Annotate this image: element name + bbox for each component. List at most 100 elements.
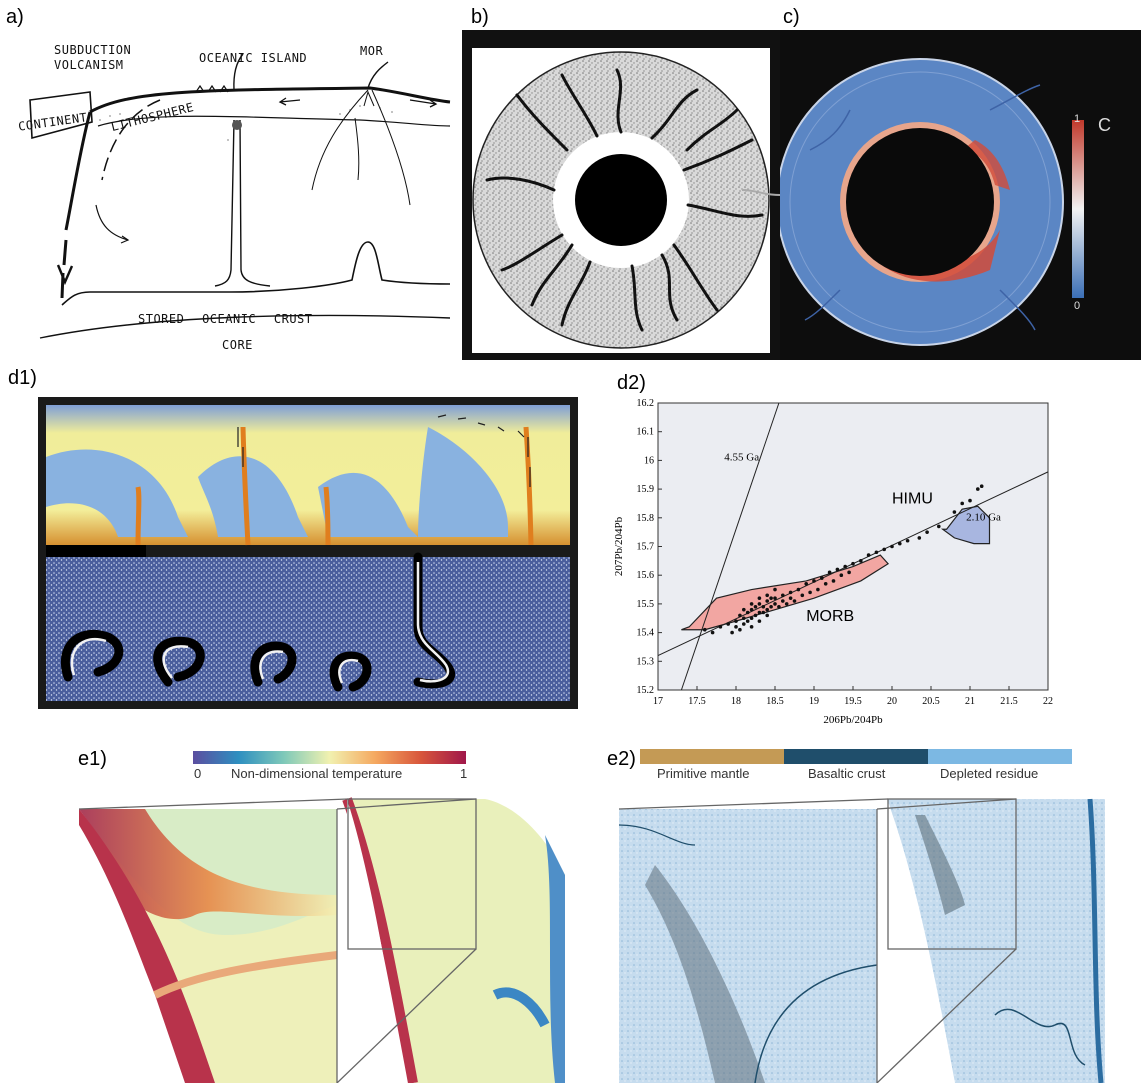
y-tick-label: 15.8	[637, 513, 655, 524]
label-stored-oceanic-crust: STORED OCEANIC CRUST	[138, 312, 313, 326]
isochron-line	[680, 402, 780, 691]
data-point	[749, 616, 754, 621]
data-point	[979, 484, 984, 489]
zoom-box-e1	[347, 798, 477, 950]
colorbar-c-title: C	[1098, 115, 1111, 135]
y-axis-label: 207Pb/204Pb	[613, 516, 625, 576]
data-point	[816, 587, 820, 592]
y-tick-label: 15.9	[637, 484, 655, 495]
data-point	[703, 627, 707, 632]
label-oceanic-island: OCEANIC ISLAND	[199, 51, 308, 65]
data-point	[738, 613, 742, 618]
data-point	[765, 613, 769, 618]
annotation-himu: HIMU	[892, 490, 933, 507]
y-tick-label: 15.4	[637, 628, 655, 639]
label-mor: MOR	[360, 44, 384, 58]
data-point	[843, 564, 847, 569]
y-tick-label: 15.2	[637, 685, 655, 696]
panel-d2-chart: 17 17.5 18 18.5 19 19.5 20 20.5 21 21.5 22 15.2 15.3…	[610, 395, 1140, 735]
legend-label-primitive-mantle: Primitive mantle	[657, 766, 750, 781]
data-point	[976, 487, 980, 491]
data-point	[738, 627, 742, 632]
x-tick-label: 21.5	[1000, 696, 1018, 707]
data-point	[808, 590, 812, 595]
data-point	[757, 610, 762, 615]
panel-d1-box-convection	[38, 397, 578, 709]
data-point	[781, 593, 785, 598]
x-tick-label: 17.5	[688, 696, 706, 707]
panel-label-e2: e2)	[607, 748, 636, 770]
legend-label-depleted-residue: Depleted residue	[940, 766, 1039, 781]
y-tick-label: 15.7	[637, 542, 655, 553]
data-point	[765, 593, 769, 598]
x-tick-label: 17	[653, 696, 663, 707]
box-convection-fields	[46, 405, 570, 701]
colorbar-e1-min: 0	[194, 766, 202, 781]
data-point	[749, 625, 754, 629]
data-point	[734, 625, 738, 629]
data-point	[960, 501, 964, 506]
data-point	[831, 579, 836, 583]
data-point	[788, 590, 793, 595]
mantle-annulus-bw	[472, 48, 781, 353]
data-point	[765, 599, 769, 603]
data-point	[937, 524, 941, 529]
data-point	[765, 607, 769, 612]
region-himu	[940, 505, 991, 545]
x-tick-label: 20	[887, 696, 897, 707]
annotation-morb: MORB	[806, 608, 854, 625]
data-point	[742, 616, 746, 621]
data-point	[796, 587, 801, 592]
data-point	[859, 559, 863, 563]
data-point	[890, 544, 894, 549]
plot-area	[657, 402, 1049, 691]
colorbar-c-max: 1	[1074, 113, 1081, 125]
data-point	[757, 619, 762, 623]
data-point	[898, 541, 902, 546]
data-point	[804, 582, 808, 586]
x-tick-label: 20.5	[922, 696, 940, 707]
data-point	[847, 570, 851, 575]
panel-e2-composition	[615, 795, 1105, 1084]
data-point	[827, 570, 832, 575]
composition-field	[618, 798, 1105, 1084]
data-point	[753, 604, 758, 609]
data-point	[773, 587, 777, 592]
data-point	[835, 567, 840, 572]
data-point	[773, 602, 777, 606]
x-tick-label: 18	[731, 696, 741, 707]
data-point	[745, 619, 750, 623]
mantle-annulus-composition	[776, 58, 1084, 346]
data-point	[851, 561, 855, 566]
zoom-box-e2	[887, 798, 1017, 950]
colorbar-e1	[193, 751, 466, 764]
panel-b-annulus	[462, 30, 781, 360]
y-tick-label: 16.1	[637, 427, 655, 438]
panel-c-annulus	[776, 30, 1141, 360]
data-point	[788, 596, 793, 600]
data-point	[839, 573, 844, 577]
label-subduction: SUBDUCTION	[54, 43, 132, 57]
region-morb	[681, 554, 890, 631]
temperature-field	[78, 797, 565, 1084]
data-point	[769, 596, 773, 600]
data-point	[742, 607, 746, 612]
data-point	[781, 599, 785, 603]
label-volcanism: VOLCANISM	[54, 58, 124, 72]
data-point	[905, 538, 910, 543]
data-point	[761, 610, 766, 615]
data-point	[718, 625, 723, 629]
data-point	[777, 604, 781, 609]
data-point	[784, 602, 789, 606]
y-tick-label: 16	[644, 455, 654, 466]
legend-swatch-primitive-mantle	[640, 749, 784, 764]
label-core: CORE	[222, 338, 253, 352]
data-point	[773, 596, 777, 600]
data-point	[874, 550, 879, 555]
data-point	[866, 553, 871, 557]
panel-e1-temperature	[75, 795, 565, 1084]
panel-label-c: c)	[783, 6, 800, 28]
data-point	[792, 599, 797, 603]
legend-label-basaltic-crust: Basaltic crust	[808, 766, 886, 781]
panel-label-d2: d2)	[617, 372, 646, 394]
